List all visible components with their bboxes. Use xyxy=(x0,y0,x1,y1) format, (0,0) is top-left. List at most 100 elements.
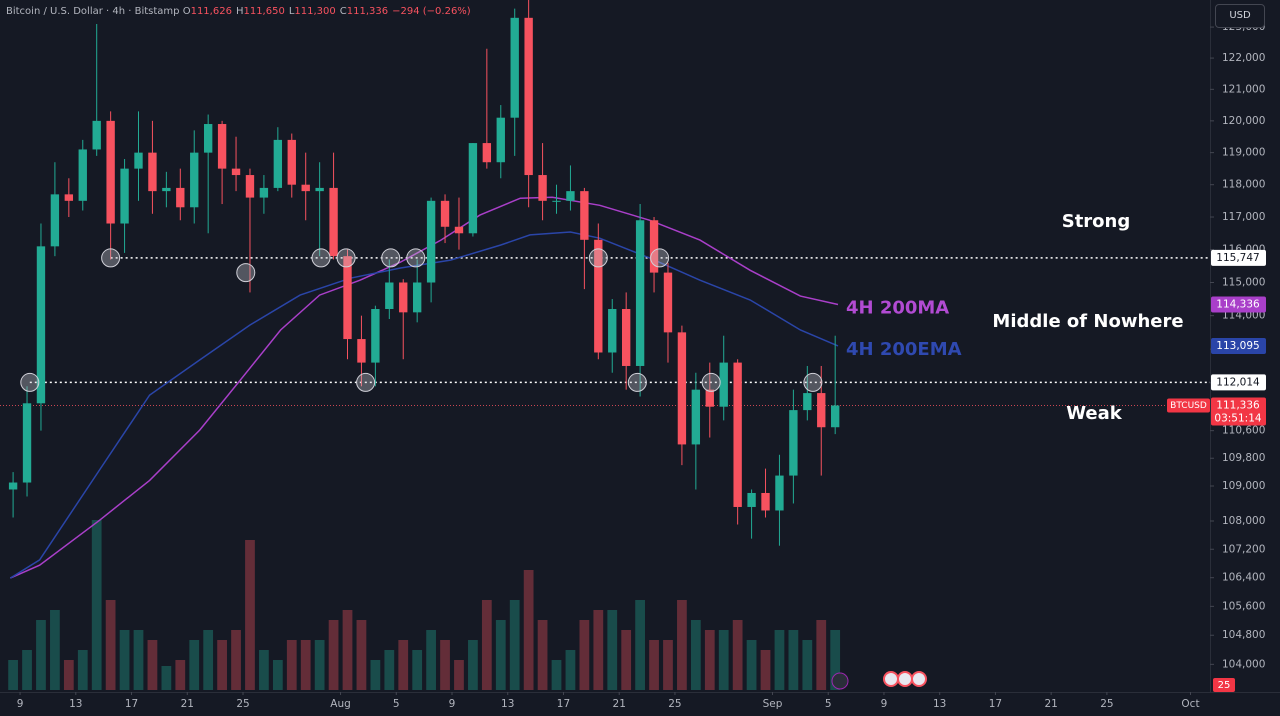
candle-body xyxy=(803,393,812,411)
volume-bar xyxy=(426,630,436,690)
plot-area xyxy=(0,0,1210,690)
touch-marker xyxy=(101,248,121,268)
candle-body xyxy=(259,187,269,198)
candle-body xyxy=(496,117,505,163)
candle-body xyxy=(510,17,519,118)
touch-marker xyxy=(588,248,608,268)
volume-bar xyxy=(816,620,827,690)
touch-marker xyxy=(236,263,256,283)
moving-average-line xyxy=(9,196,839,579)
change: −294 (−0.26%) xyxy=(392,6,471,17)
ohlc-label: O xyxy=(182,6,191,17)
volume-bar xyxy=(621,630,632,690)
candle-body xyxy=(287,139,296,185)
candle-body xyxy=(50,194,60,247)
volume-bar xyxy=(523,570,534,690)
y-tick-label: 121,000 xyxy=(1222,83,1265,95)
volume-bar xyxy=(746,640,757,690)
volume-bar xyxy=(398,640,409,690)
candle-body xyxy=(524,17,533,176)
candle-body xyxy=(468,143,478,234)
volume-bar xyxy=(732,620,743,690)
volume-bar xyxy=(774,630,785,690)
event-icons xyxy=(831,671,927,690)
volume-bar xyxy=(119,630,130,690)
event-icon[interactable] xyxy=(897,671,913,687)
volume-bar xyxy=(565,650,576,690)
candle-body xyxy=(245,175,255,198)
volume-bar xyxy=(8,660,18,690)
volume-bar xyxy=(593,610,604,690)
event-icon[interactable] xyxy=(911,671,927,687)
touch-marker xyxy=(627,372,647,392)
touch-marker xyxy=(701,372,721,392)
volume-bar xyxy=(788,630,799,690)
candle-body xyxy=(203,124,213,153)
x-tick-label: 9 xyxy=(17,698,24,710)
candle-body xyxy=(217,124,227,169)
volume-bar xyxy=(342,610,353,690)
y-tick-label: 109,800 xyxy=(1222,452,1265,464)
candle-body xyxy=(761,492,770,511)
level-label-bg xyxy=(1211,249,1266,266)
volume-bar xyxy=(384,650,395,690)
y-tick-label: 110,600 xyxy=(1222,425,1265,437)
touch-marker xyxy=(336,248,356,268)
volume-bar xyxy=(468,640,478,690)
level-label: 112,014 xyxy=(1216,376,1260,388)
candle-body xyxy=(343,256,352,340)
ohlc-label: C xyxy=(339,6,347,17)
x-tick-label: Sep xyxy=(763,698,783,710)
candle-body xyxy=(301,184,310,192)
event-icon[interactable] xyxy=(883,671,899,687)
volume-bar xyxy=(300,640,311,690)
volume-bar xyxy=(77,650,88,690)
countdown-label: 03:51:14 xyxy=(1214,412,1261,424)
x-tick-label: 13 xyxy=(69,698,82,710)
x-tick-label: 17 xyxy=(989,698,1002,710)
volume-bar xyxy=(314,640,325,690)
candle-body xyxy=(831,405,840,428)
volume-bar xyxy=(161,666,172,690)
volume-bar xyxy=(50,610,60,690)
volume-bar xyxy=(147,640,158,690)
symbol-header: Bitcoin / U.S. Dollar · 4h · Bitstamp O1… xyxy=(6,6,475,17)
volume-bar xyxy=(663,640,673,690)
ohlc-value: 111,300 xyxy=(294,6,336,17)
volume-bar xyxy=(189,640,200,690)
volume-bar xyxy=(649,640,659,690)
volume-bar xyxy=(272,660,283,690)
volume-label-bg xyxy=(1213,678,1235,692)
volume-bar xyxy=(635,600,645,690)
candle-body xyxy=(719,362,728,407)
y-tick-label: 108,000 xyxy=(1222,515,1265,527)
candle-body xyxy=(273,139,283,188)
currency-button[interactable]: USD xyxy=(1215,4,1265,28)
candle-body xyxy=(663,272,673,333)
y-tick-label: 118,000 xyxy=(1222,179,1265,191)
volume-bar xyxy=(690,620,701,690)
line-end-label: 114,336 xyxy=(1216,298,1260,310)
x-tick-label: 5 xyxy=(825,698,832,710)
y-tick-label: 107,200 xyxy=(1222,543,1265,555)
ohlc-value: 111,336 xyxy=(346,6,389,17)
current-price-bg xyxy=(1211,397,1266,426)
volume-bar xyxy=(579,620,590,690)
x-tick-label: 13 xyxy=(933,698,946,710)
ohlc-value: 111,650 xyxy=(243,6,285,17)
y-tick-label: 117,000 xyxy=(1222,211,1265,223)
volume-bar xyxy=(802,640,813,690)
candle-body xyxy=(399,282,408,313)
volume-bar xyxy=(328,620,339,690)
candle-body xyxy=(775,475,784,511)
zone-annotation: Weak xyxy=(1066,403,1123,424)
x-tick-label: 25 xyxy=(1100,698,1113,710)
line-label: 4H 200MA xyxy=(846,297,949,318)
candle-body xyxy=(789,410,798,476)
volume-bar xyxy=(231,630,241,690)
event-icon[interactable] xyxy=(831,672,849,690)
candle-body xyxy=(566,191,575,201)
volume-bar xyxy=(91,520,102,690)
candle-body xyxy=(176,187,185,208)
volume-bar xyxy=(259,650,269,690)
